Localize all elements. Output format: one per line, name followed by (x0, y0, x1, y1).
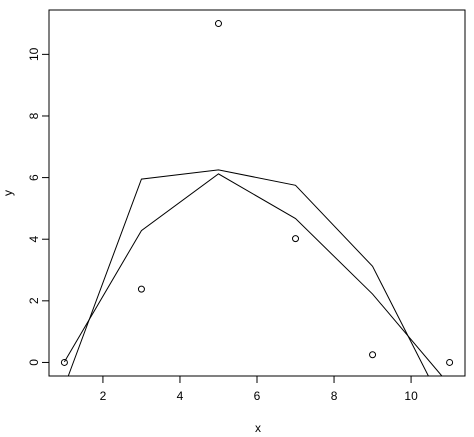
data-point (369, 351, 377, 359)
series-line-2 (67, 169, 429, 376)
y-axis-title: y (1, 190, 15, 196)
x-tick-label: 2 (100, 389, 107, 403)
x-axis-title: x (255, 421, 261, 435)
x-tick-label: 4 (177, 389, 184, 403)
y-tick-label: 4 (27, 236, 41, 243)
x-axis: 2 4 6 8 10 (100, 375, 418, 403)
x-tick-label: 8 (331, 389, 338, 403)
x-tick-label: 10 (404, 389, 418, 403)
y-tick-label: 2 (27, 297, 41, 304)
plot-frame (48, 9, 466, 377)
data-points (60, 20, 454, 366)
data-point (446, 358, 454, 366)
x-tick-label: 6 (254, 389, 261, 403)
series-lines (63, 169, 443, 376)
y-tick-label: 8 (27, 112, 41, 119)
series-line-1 (63, 173, 443, 376)
y-tick-label: 0 (27, 359, 41, 366)
y-tick-label: 6 (27, 174, 41, 181)
y-axis: 0 2 4 6 8 10 (27, 47, 50, 366)
data-point (60, 358, 68, 366)
data-point (214, 20, 222, 28)
y-tick-label: 10 (27, 47, 41, 61)
data-point (292, 235, 300, 243)
data-point (137, 285, 145, 293)
